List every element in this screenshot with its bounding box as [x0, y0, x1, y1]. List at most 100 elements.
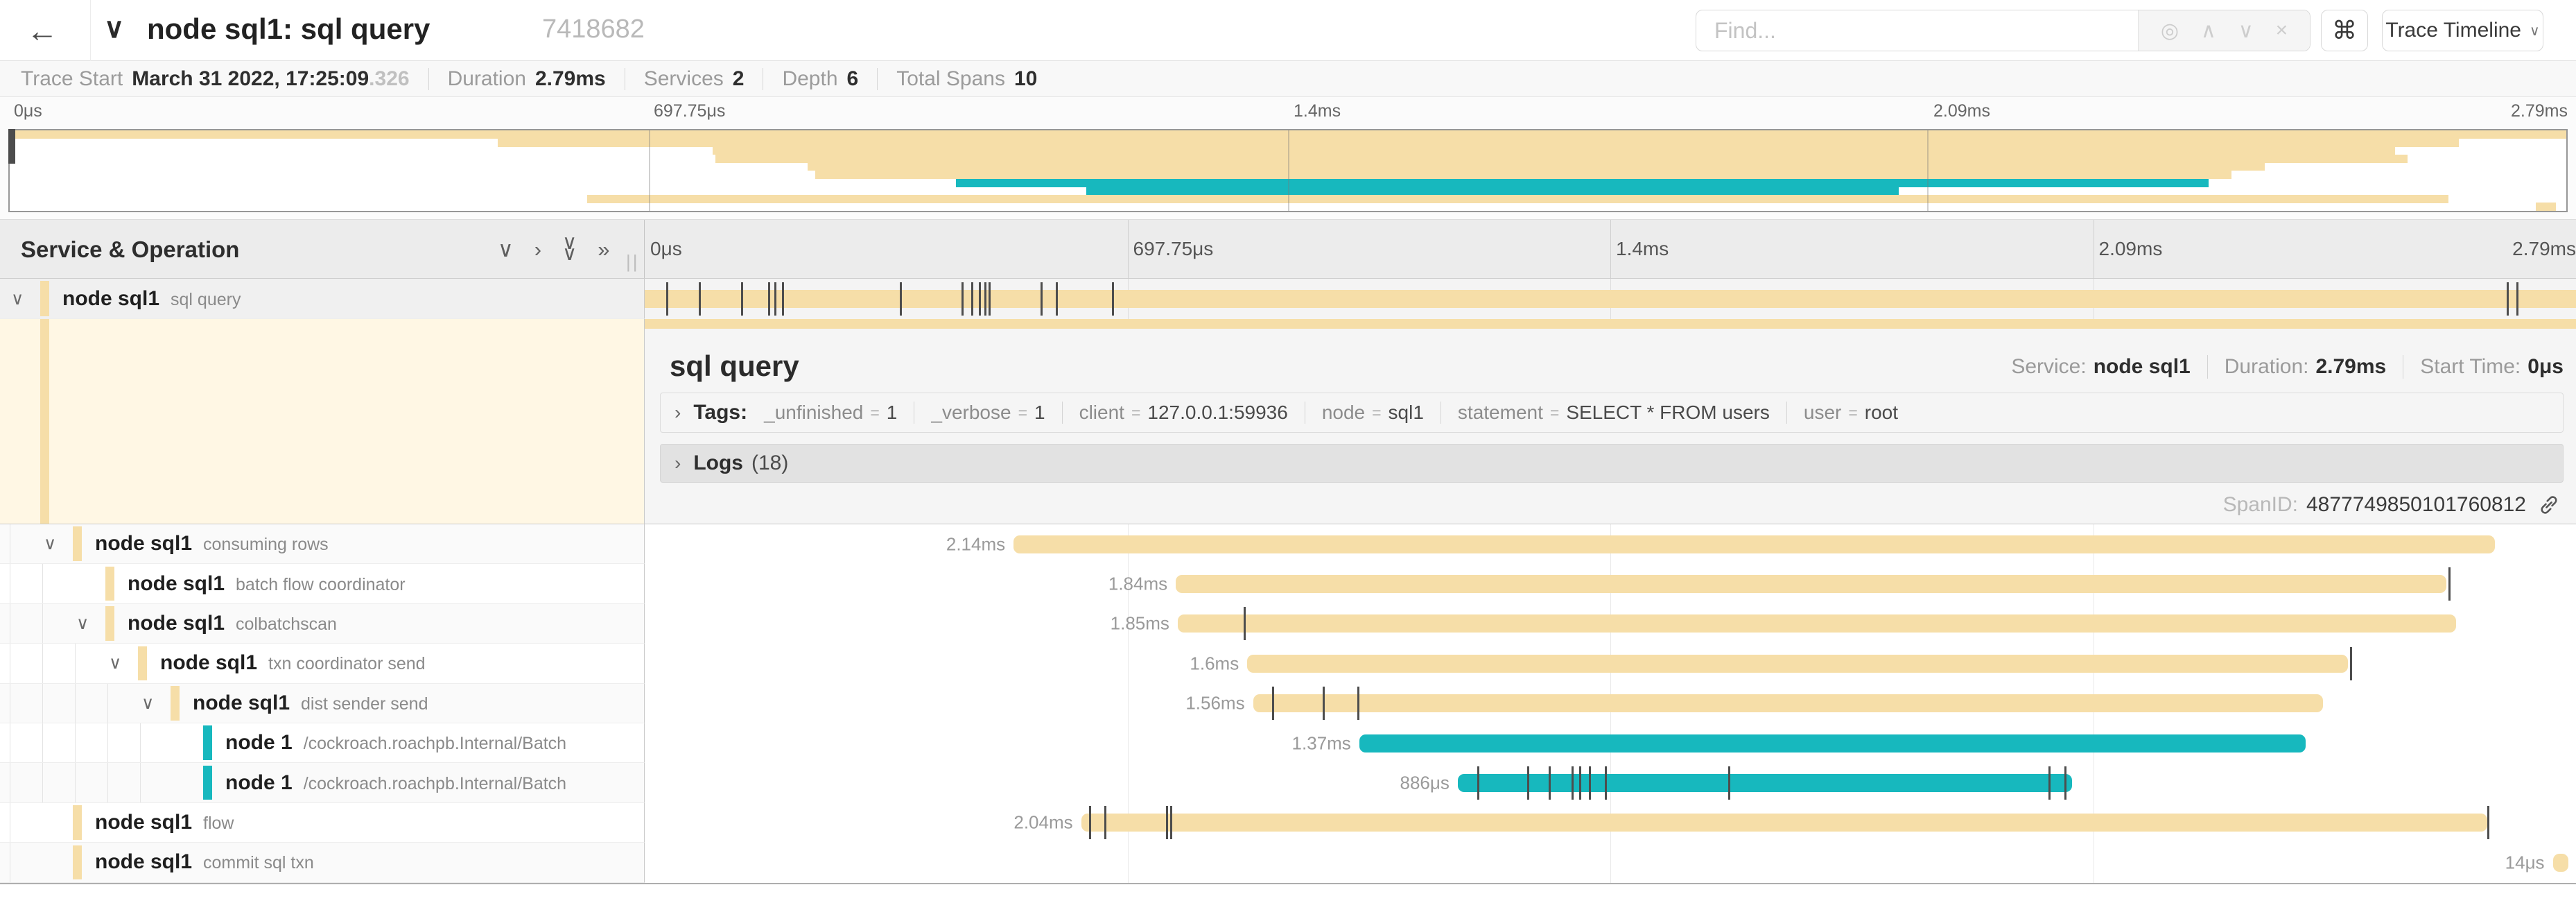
tag-item: _unfinished = 1 [764, 402, 897, 424]
find-input[interactable] [1696, 10, 2138, 51]
span-bar[interactable] [1247, 654, 2349, 673]
meta-value: node sql1 [2093, 355, 2191, 378]
span-bar[interactable] [1176, 575, 2447, 594]
back-button[interactable]: ← [18, 10, 67, 51]
span-tree-item[interactable]: node sql1 commit sql txn [0, 843, 645, 883]
meta-value: 0μs [2527, 355, 2564, 378]
minimap-bars [10, 130, 2566, 212]
span-timeline-cell: 2.14ms [645, 524, 2576, 565]
tag-key: _unfinished [764, 402, 864, 423]
logs-accordion[interactable]: › Logs (18) [660, 444, 2564, 483]
tree-depth-guide [42, 683, 43, 723]
find-clear-icon[interactable]: × [2275, 19, 2288, 42]
service-operation-header: Service & Operation ∨ › ∨ ∨» || [0, 220, 645, 278]
operation-name: batch flow coordinator [236, 574, 406, 594]
operation-name: txn coordinator send [268, 654, 426, 674]
minimap-gridline [1927, 130, 1929, 211]
tree-depth-guide [75, 644, 76, 683]
find-prev-icon[interactable]: ∧ [2200, 19, 2216, 42]
tag-item: node = sql1 [1322, 402, 1424, 424]
tree-chevron-down-icon[interactable]: ∨ [141, 693, 155, 713]
span-row: ∨ node sql1 sql query [0, 279, 2576, 319]
span-bar[interactable] [1359, 734, 2306, 752]
span-log-tick [978, 282, 981, 316]
logs-label: Logs [693, 452, 743, 474]
span-duration-label: 1.84ms [1108, 573, 1168, 594]
summary-label: Depth [782, 67, 838, 90]
trace-collapse-icon[interactable]: ∨ [104, 13, 125, 44]
span-timeline-cell: 2.04ms [645, 802, 2576, 843]
summary-value: 6 [846, 67, 859, 90]
span-tree-item[interactable]: ∨ node sql1 sql query [0, 279, 645, 319]
minimap-gridline [649, 130, 650, 211]
tag-equals: = [1848, 403, 1858, 422]
span-duration-label: 886μs [1400, 772, 1450, 793]
span-timeline-cell: 1.84ms [645, 564, 2576, 604]
ruler-tick-label: 2.09ms [2098, 238, 2163, 259]
span-log-tick [1477, 766, 1479, 800]
span-tree-item[interactable]: node sql1 flow [0, 802, 645, 843]
keyboard-shortcuts-button[interactable]: ⌘ [2321, 10, 2368, 51]
tag-item: user = root [1804, 402, 1898, 424]
span-tree-item[interactable]: node sql1 batch flow coordinator [0, 564, 645, 604]
service-color-accent [105, 566, 114, 601]
span-log-tick [1104, 806, 1107, 840]
tag-item: statement = SELECT * FROM users [1458, 402, 1770, 424]
tree-chevron-down-icon[interactable]: ∨ [44, 534, 57, 554]
find-next-icon[interactable]: ∨ [2238, 19, 2254, 42]
span-row: node 1/cockroach.roachpb.Internal/Batch 8… [0, 763, 2576, 803]
tree-depth-guide [107, 683, 108, 723]
span-log-tick [2506, 282, 2509, 316]
summary-value: 2.79ms [534, 67, 606, 90]
tree-chevron-down-icon[interactable]: ∨ [11, 289, 24, 309]
column-resize-grip[interactable]: || [626, 251, 640, 272]
span-bar[interactable] [1457, 774, 2072, 793]
tag-value: 127.0.0.1:59936 [1147, 402, 1288, 423]
collapse-one-icon[interactable]: ∨ [498, 237, 514, 261]
tree-depth-guide [107, 763, 108, 802]
minimap-span-bar [2535, 203, 2557, 212]
span-tree-item[interactable]: ∨ node sql1 colbatchscan [0, 603, 645, 644]
service-color-accent [40, 319, 49, 524]
service-color-accent [138, 646, 147, 681]
expand-all-icon[interactable]: » [598, 237, 610, 261]
tag-equals: = [870, 403, 880, 422]
span-log-tick [741, 282, 744, 316]
minimap-canvas[interactable] [8, 129, 2568, 212]
span-row: node 1/cockroach.roachpb.Internal/Batch 1… [0, 723, 2576, 764]
view-selector-button[interactable]: Trace Timeline ∨ [2382, 10, 2543, 51]
summary-value: 2 [732, 67, 745, 90]
link-icon[interactable] [2537, 493, 2561, 517]
tag-key: _verbose [931, 402, 1011, 423]
tree-depth-guide [75, 763, 76, 802]
span-bar[interactable] [2552, 853, 2568, 872]
tree-chevron-down-icon[interactable]: ∨ [76, 613, 89, 633]
span-bar[interactable] [1253, 694, 2324, 713]
collapse-all-icon[interactable]: ∨ ∨ [562, 233, 577, 264]
operation-name: /cockroach.roachpb.Internal/Batch [303, 734, 567, 754]
tag-key: node [1321, 402, 1366, 423]
span-log-tick [971, 282, 973, 316]
tree-depth-guide [75, 683, 76, 723]
span-tree-item[interactable]: ∨ node sql1 txn coordinator send [0, 644, 645, 684]
span-bar[interactable] [1081, 814, 2487, 832]
span-tree-item[interactable]: node 1/cockroach.roachpb.Internal/Batch [0, 763, 645, 803]
tree-chevron-down-icon[interactable]: ∨ [109, 653, 122, 673]
span-bar[interactable] [1177, 614, 2457, 633]
expand-one-icon[interactable]: › [534, 237, 542, 261]
tag-equals: = [1549, 403, 1560, 422]
service-name: node 1/cockroach.roachpb.Internal/Batch [225, 731, 567, 755]
span-log-tick [699, 282, 701, 316]
span-log-tick [1548, 766, 1551, 800]
span-tree-item[interactable]: node 1/cockroach.roachpb.Internal/Batch [0, 723, 645, 764]
span-timeline-cell: 1.6ms [645, 644, 2576, 684]
span-tree-item[interactable]: ∨ node sql1 consuming rows [0, 524, 645, 565]
span-tree-item[interactable]: ∨ node sql1 dist sender send [0, 683, 645, 723]
tags-accordion[interactable]: › Tags: _unfinished = 1 _verbose = 1 client = 127.… [660, 393, 2564, 433]
span-bar[interactable] [1013, 535, 2495, 553]
span-log-tick [1357, 687, 1360, 721]
span-bar[interactable] [645, 290, 2576, 308]
find-match-icon[interactable]: ◎ [2160, 19, 2179, 42]
summary-item: Services 2 [644, 67, 745, 91]
minimap-drag-handle[interactable] [8, 129, 15, 164]
